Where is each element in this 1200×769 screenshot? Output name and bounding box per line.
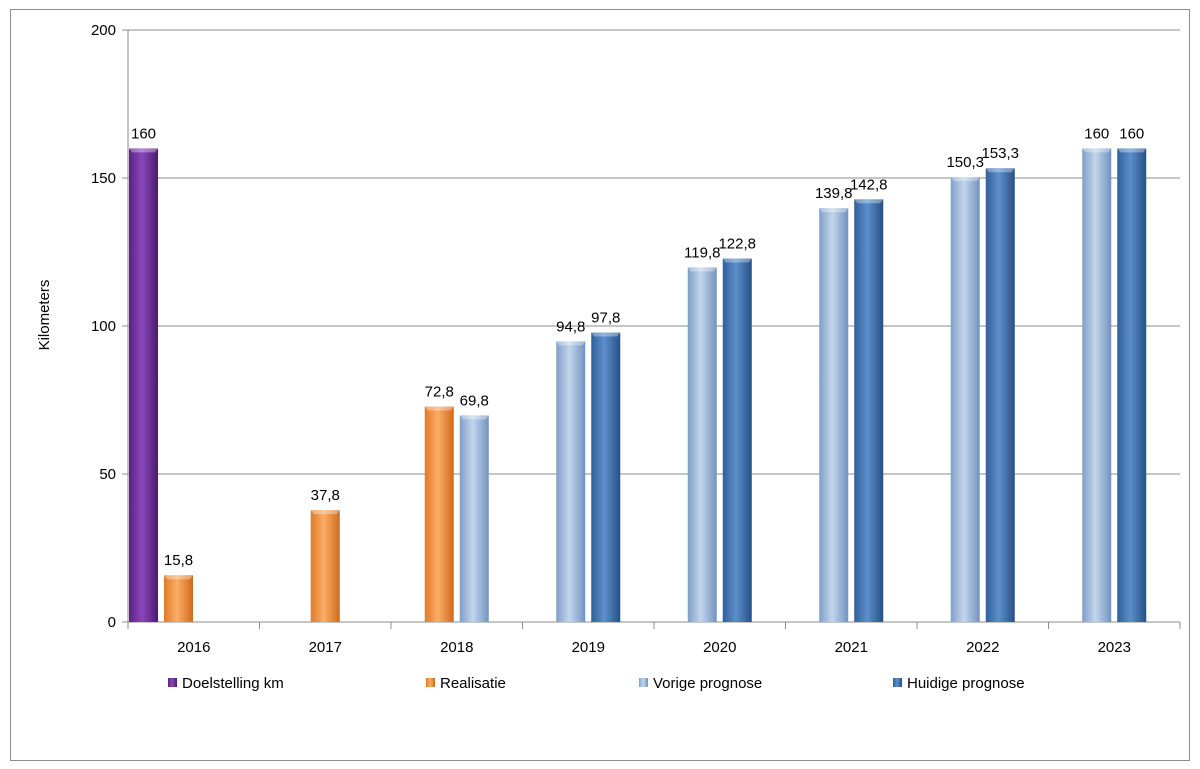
data-label-huidige-prognose-2023: 160 xyxy=(1119,125,1144,142)
bar-bevel xyxy=(854,199,884,204)
x-tick-label: 2023 xyxy=(1098,639,1131,656)
y-tick-label: 100 xyxy=(91,318,116,335)
bar-huidige-prognose-2019 xyxy=(591,332,621,622)
legend-label-vorige-prognose: Vorige prognose xyxy=(653,675,762,692)
bars xyxy=(129,148,1147,622)
bar-realisatie-2016 xyxy=(164,575,193,622)
bar-vorige-prognose-2022 xyxy=(950,177,980,622)
data-label-vorige-prognose-2020: 119,8 xyxy=(684,244,720,261)
data-label-vorige-prognose-2022: 150,3 xyxy=(946,154,984,171)
bar-bevel xyxy=(985,168,1015,173)
chart-frame xyxy=(10,9,1190,761)
bar-huidige-prognose-2023 xyxy=(1117,148,1147,622)
data-label-vorige-prognose-2019: 94,8 xyxy=(556,318,585,335)
x-tick-label: 2017 xyxy=(309,639,342,656)
bar-huidige-prognose-2020 xyxy=(722,258,752,622)
bar-vorige-prognose-2020 xyxy=(687,267,717,622)
data-label-huidige-prognose-2021: 142,8 xyxy=(850,176,888,193)
bar-realisatie-2018 xyxy=(424,406,454,622)
data-label-huidige-prognose-2019: 97,8 xyxy=(591,310,620,327)
x-tick-label: 2020 xyxy=(703,639,736,656)
bar-bevel xyxy=(310,510,340,515)
y-axis-title: Kilometers xyxy=(36,280,53,351)
bar-bevel xyxy=(591,332,621,337)
bar-bevel xyxy=(819,208,849,213)
legend-swatch-realisatie xyxy=(426,678,435,687)
legend-label-doelstelling: Doelstelling km xyxy=(182,675,284,692)
bar-huidige-prognose-2022 xyxy=(985,168,1015,622)
data-label-vorige-prognose-2023: 160 xyxy=(1084,125,1109,142)
legend-label-realisatie: Realisatie xyxy=(440,675,506,692)
grid-lines xyxy=(127,29,1180,623)
data-label-vorige-prognose-2018: 69,8 xyxy=(460,392,489,409)
data-label-doelstelling-2016: 160 xyxy=(131,125,156,142)
y-tick-label: 50 xyxy=(99,466,116,483)
bar-vorige-prognose-2023 xyxy=(1082,148,1112,622)
data-label-huidige-prognose-2022: 153,3 xyxy=(981,145,1019,162)
bar-doelstelling-2016 xyxy=(129,148,158,622)
bar-bevel xyxy=(556,341,586,346)
y-tick-label: 0 xyxy=(108,614,116,631)
x-tick-label: 2018 xyxy=(440,639,473,656)
x-tick-label: 2021 xyxy=(835,639,868,656)
bar-bevel xyxy=(1082,148,1112,153)
data-label-realisatie-2018: 72,8 xyxy=(425,384,454,401)
legend-label-huidige-prognose: Huidige prognose xyxy=(907,675,1025,692)
x-tick-label: 2019 xyxy=(572,639,605,656)
bar-bevel xyxy=(459,415,489,420)
bar-huidige-prognose-2021 xyxy=(854,199,884,622)
x-tick-label: 2022 xyxy=(966,639,999,656)
y-tick-label: 150 xyxy=(91,170,116,187)
bar-realisatie-2017 xyxy=(310,510,340,622)
bar-bevel xyxy=(164,575,193,580)
bar-vorige-prognose-2018 xyxy=(459,415,489,622)
y-axis-ticks: 0 50 100 150 200 xyxy=(91,22,128,631)
bar-bevel xyxy=(1117,148,1147,153)
bar-bevel xyxy=(687,267,717,272)
bar-bevel xyxy=(722,258,752,263)
x-axis-ticks: 2016 2017 2018 2019 2020 2021 2022 2023 xyxy=(127,622,1181,656)
legend-swatch-vorige-prognose xyxy=(639,678,648,687)
x-tick-label: 2016 xyxy=(177,639,210,656)
data-label-realisatie-2016: 15,8 xyxy=(164,552,193,569)
data-label-huidige-prognose-2020: 122,8 xyxy=(718,236,756,253)
bar-vorige-prognose-2019 xyxy=(556,341,586,622)
y-tick-label: 200 xyxy=(91,22,116,39)
data-label-realisatie-2017: 37,8 xyxy=(311,487,340,504)
bar-vorige-prognose-2021 xyxy=(819,208,849,622)
bar-bevel xyxy=(129,148,158,153)
bar-bevel xyxy=(424,406,454,411)
legend-swatch-huidige-prognose xyxy=(893,678,902,687)
data-label-vorige-prognose-2021: 139,8 xyxy=(815,185,853,202)
legend-swatch-doelstelling xyxy=(168,678,177,687)
legend: Doelstelling km Realisatie Vorige prognose… xyxy=(168,675,1025,692)
bar-bevel xyxy=(950,177,980,182)
